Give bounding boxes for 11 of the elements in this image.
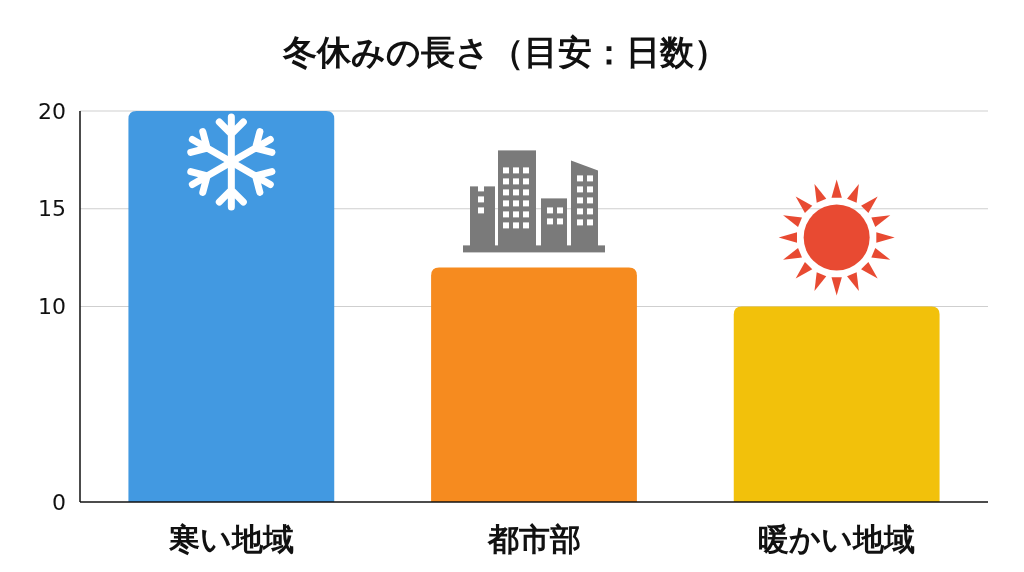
y-tick-label: 10: [38, 294, 66, 320]
chart-title: 冬休みの長さ（目安：日数）: [281, 32, 728, 72]
bar: [431, 267, 637, 502]
bar: [128, 111, 335, 502]
y-tick-label: 15: [38, 196, 66, 222]
x-tick-label: 寒い地域: [167, 521, 294, 557]
y-tick-label: 20: [38, 98, 66, 124]
x-tick-label: 暖かい地域: [758, 521, 916, 557]
x-tick-label: 都市部: [486, 521, 581, 557]
bar: [733, 306, 940, 502]
y-tick-label: 0: [52, 489, 66, 515]
